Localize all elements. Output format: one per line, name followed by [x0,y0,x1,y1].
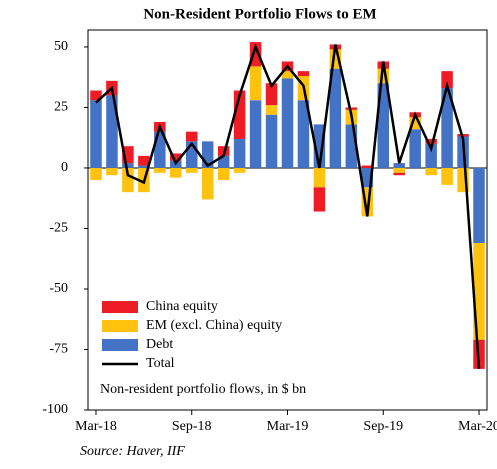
y-tick-label: -50 [49,281,68,296]
source: Source: Haver, IIF [80,444,185,459]
bar-segment [297,100,310,168]
bar-segment [297,71,310,76]
bar-segment [90,100,102,168]
chart-title: Non-Resident Portfolio Flows to EM [143,6,376,22]
bar-segment [90,167,102,181]
bar-segment [441,71,453,89]
bar-segment [377,83,390,168]
bar-segment [249,100,262,168]
x-tick-label: Sep-18 [172,419,212,434]
bar-segment [345,124,358,168]
bar-segment [265,114,278,168]
bar-segment [313,167,326,188]
bar-segment [473,242,485,340]
bar-segment [154,131,166,168]
y-tick-label: -100 [42,402,68,417]
bar-segment [409,117,421,130]
bar-segment [233,138,246,168]
bar-segment [393,172,405,176]
bar-segment [185,141,198,168]
bar-segment [361,187,374,217]
bar-segment [393,167,405,173]
bar-segment [361,167,374,188]
legend-swatch [102,320,138,332]
bar-segment [106,95,118,168]
bar-segment [345,107,358,110]
bar-segment [233,90,246,139]
bar-segment [281,71,294,79]
bar-segment [377,68,390,84]
bar-segment [361,165,374,168]
y-tick-label: 25 [54,100,68,115]
y-tick-label: -75 [49,342,68,357]
legend-swatch [102,301,138,313]
y-tick-label: 0 [61,160,68,175]
bar-segment [441,88,453,168]
bar-segment [313,187,326,212]
bar-segment [249,42,262,67]
legend-label: Total [146,356,175,371]
bar-segment [201,141,214,168]
bar-segment [170,153,182,161]
legend-label: China equity [146,299,218,314]
bar-segment [154,167,166,173]
bar-segment [217,167,230,181]
annotation: Non-resident portfolio flows, in $ bn [100,382,306,397]
bar-segment [138,165,150,168]
bar-segment [425,138,437,144]
x-tick-label: Sep-19 [363,419,403,434]
bar-segment [425,167,437,176]
bar-segment [249,66,262,101]
y-tick-label: 50 [54,39,68,54]
bar-segment [313,124,326,168]
bar-segment [90,90,102,101]
bar-segment [122,167,134,193]
bar-segment [265,105,278,115]
bar-segment [122,146,134,164]
bar-segment [217,155,230,168]
bar-segment [122,163,134,168]
bar-segment [457,167,469,193]
legend-label: EM (excl. China) equity [146,318,282,333]
bar-segment [138,155,150,166]
bar-segment [233,167,246,173]
legend-label: Debt [146,337,173,352]
bar-segment [185,167,198,173]
bar-segment [265,83,278,106]
bar-segment [329,68,342,168]
x-tick-label: Mar-19 [267,419,309,434]
bar-segment [441,167,453,185]
x-tick-label: Mar-20 [458,419,497,434]
x-tick-label: Mar-18 [75,419,117,434]
bar-segment [281,78,294,168]
bar-segment [409,129,421,168]
bar-segment [473,167,485,243]
bar-segment [201,167,214,200]
bar-segment [106,167,118,176]
bar-segment [425,143,437,168]
y-tick-label: -25 [49,221,68,236]
total-line [95,43,481,369]
legend-swatch [102,339,138,351]
bar-segment [170,167,182,178]
bar-segment [393,163,405,168]
bar-segment [329,49,342,69]
bar-segment [185,131,198,142]
